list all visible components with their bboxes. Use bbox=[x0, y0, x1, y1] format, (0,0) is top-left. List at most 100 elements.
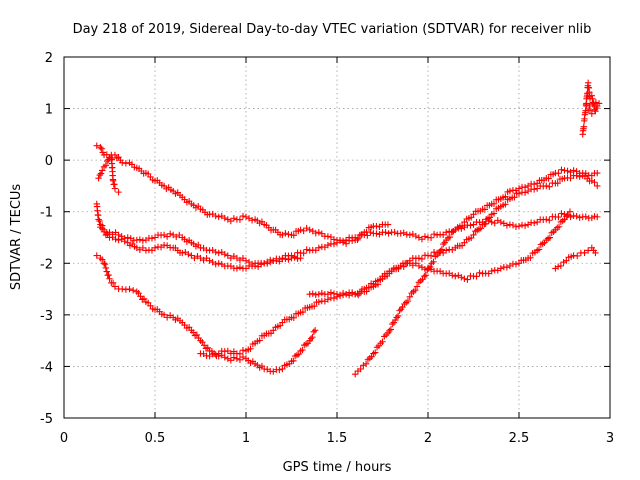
data-point bbox=[430, 230, 438, 238]
data-point bbox=[311, 302, 318, 310]
data-point bbox=[247, 345, 254, 352]
data-point bbox=[404, 297, 412, 305]
data-point bbox=[236, 356, 244, 363]
data-point bbox=[215, 213, 222, 221]
data-point bbox=[503, 264, 511, 271]
data-point bbox=[282, 230, 289, 237]
data-point bbox=[488, 218, 495, 226]
x-axis-label: GPS time / hours bbox=[283, 460, 392, 475]
data-point bbox=[586, 106, 594, 114]
data-point bbox=[373, 230, 380, 237]
data-point bbox=[467, 222, 474, 229]
data-point bbox=[355, 235, 362, 242]
data-point bbox=[543, 216, 550, 223]
data-point bbox=[546, 217, 553, 224]
data-point bbox=[594, 169, 601, 177]
data-point bbox=[254, 263, 262, 270]
data-point bbox=[397, 262, 404, 270]
data-point bbox=[581, 249, 588, 256]
data-point bbox=[506, 187, 514, 195]
data-point bbox=[324, 291, 332, 298]
data-point bbox=[324, 233, 332, 240]
data-point bbox=[497, 265, 504, 272]
y-tick-label: -4 bbox=[40, 360, 53, 375]
data-point bbox=[364, 232, 371, 239]
data-point bbox=[576, 214, 583, 221]
data-point bbox=[386, 327, 393, 335]
data-point bbox=[512, 260, 520, 268]
data-point bbox=[367, 229, 374, 236]
data-point bbox=[95, 216, 102, 223]
data-point bbox=[312, 229, 319, 237]
data-point bbox=[566, 208, 574, 215]
data-point bbox=[591, 213, 598, 220]
data-point bbox=[594, 182, 601, 190]
data-point bbox=[315, 229, 322, 236]
data-point bbox=[418, 255, 426, 263]
data-point bbox=[115, 188, 122, 196]
data-point bbox=[264, 260, 271, 267]
data-point bbox=[574, 252, 581, 260]
data-point bbox=[391, 228, 398, 236]
data-point bbox=[515, 222, 523, 230]
data-point bbox=[379, 338, 386, 345]
data-point bbox=[102, 264, 110, 272]
data-point bbox=[93, 142, 100, 149]
x-tick-label: 0 bbox=[60, 431, 68, 446]
data-point bbox=[449, 272, 456, 279]
data-point bbox=[251, 262, 259, 270]
axis-ticks: 0 0.5 1 1.5 2 2.5 3 2 1 0 -1 -2 -3 -4 -5 bbox=[40, 51, 614, 446]
data-point bbox=[297, 254, 304, 262]
data-point bbox=[509, 221, 517, 229]
y-tick-label: 2 bbox=[45, 51, 53, 66]
data-point bbox=[324, 242, 332, 249]
data-point bbox=[291, 254, 298, 261]
data-point bbox=[151, 244, 159, 252]
data-point bbox=[221, 250, 228, 258]
data-point bbox=[481, 206, 489, 213]
data-point bbox=[583, 102, 590, 110]
data-point bbox=[160, 231, 168, 239]
data-point bbox=[557, 262, 565, 270]
data-point bbox=[594, 213, 601, 221]
data-point bbox=[389, 320, 396, 328]
data-point bbox=[96, 217, 103, 225]
data-point bbox=[393, 314, 400, 321]
data-point bbox=[290, 357, 297, 365]
data-point bbox=[104, 157, 111, 165]
data-point bbox=[330, 240, 338, 248]
data-point bbox=[233, 265, 241, 272]
data-point bbox=[236, 350, 244, 357]
data-point bbox=[129, 287, 137, 294]
data-point bbox=[285, 256, 292, 263]
y-tick-label: -1 bbox=[40, 206, 53, 221]
data-point bbox=[555, 223, 563, 230]
data-point bbox=[212, 248, 219, 256]
x-tick-label: 2 bbox=[424, 431, 432, 446]
data-point bbox=[418, 235, 426, 243]
data-point bbox=[299, 346, 306, 354]
data-point bbox=[443, 247, 450, 254]
y-tick-label: 0 bbox=[45, 154, 53, 169]
data-point bbox=[560, 258, 567, 266]
data-point bbox=[421, 233, 429, 240]
data-point bbox=[458, 222, 466, 229]
data-point bbox=[592, 107, 599, 115]
data-point bbox=[206, 257, 213, 264]
data-point bbox=[100, 260, 108, 267]
data-point bbox=[242, 213, 250, 221]
y-tick-label: 1 bbox=[45, 103, 53, 118]
data-point bbox=[121, 238, 128, 245]
data-point bbox=[397, 230, 404, 237]
data-point bbox=[215, 260, 222, 267]
data-point bbox=[315, 298, 322, 306]
data-point bbox=[470, 231, 477, 239]
data-point bbox=[570, 167, 577, 174]
data-point bbox=[242, 257, 250, 264]
data-point bbox=[584, 247, 592, 254]
data-point bbox=[227, 357, 235, 364]
data-point bbox=[103, 268, 110, 275]
data-point bbox=[224, 355, 231, 362]
data-point bbox=[591, 179, 598, 186]
